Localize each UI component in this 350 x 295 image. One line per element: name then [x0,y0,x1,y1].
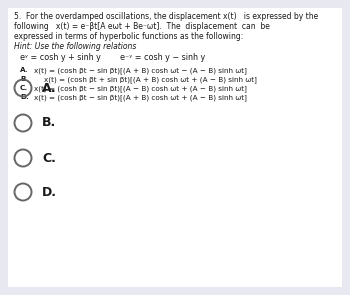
Text: A.: A. [20,67,28,73]
Text: x(t) = (cosh βt − sin βt)[(A − B) cosh ωt + (A − B) sinh ωt]: x(t) = (cosh βt − sin βt)[(A − B) cosh ω… [34,85,247,92]
Text: x(t) = (cosh βt − sin βt)[(A + B) cosh ωt + (A − B) sinh ωt]: x(t) = (cosh βt − sin βt)[(A + B) cosh ω… [34,94,247,101]
Text: B.: B. [20,76,28,82]
Text: C.: C. [20,85,28,91]
Text: 5.  For the overdamped oscillations, the displacement x(t)   is expressed by the: 5. For the overdamped oscillations, the … [14,12,318,21]
Text: D.: D. [42,186,57,199]
Text: x(t) = (cosh βt + sin βt)[(A + B) cosh ωt + (A − B) sinh ωt]: x(t) = (cosh βt + sin βt)[(A + B) cosh ω… [44,76,257,83]
Text: Hint: Use the following relations: Hint: Use the following relations [14,42,136,51]
FancyBboxPatch shape [8,8,342,287]
Text: C.: C. [42,152,56,165]
Text: D.: D. [20,94,29,100]
Text: B.: B. [42,117,56,130]
Text: A.: A. [42,81,57,94]
Text: eʸ = cosh y + sinh y: eʸ = cosh y + sinh y [20,53,101,62]
Text: e⁻ʸ = cosh y − sinh y: e⁻ʸ = cosh y − sinh y [120,53,205,62]
Text: expressed in terms of hyperbolic functions as the following:: expressed in terms of hyperbolic functio… [14,32,243,41]
Text: following   x(t) = e⁻βt[A eωt + Be⁻ωt].  The  displacement  can  be: following x(t) = e⁻βt[A eωt + Be⁻ωt]. Th… [14,22,270,31]
Text: x(t) = (cosh βt − sin βt)[(A + B) cosh ωt − (A − B) sinh ωt]: x(t) = (cosh βt − sin βt)[(A + B) cosh ω… [34,67,247,74]
